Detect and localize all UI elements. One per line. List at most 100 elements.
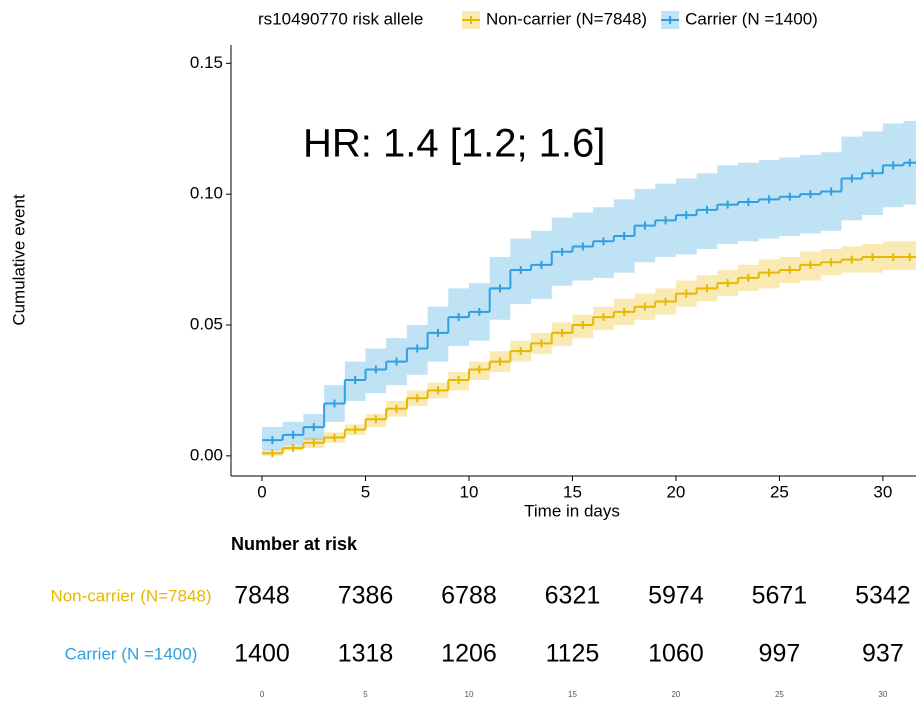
risk-time-label: 25 <box>775 690 784 699</box>
step-segment <box>324 433 345 442</box>
step-segment <box>282 430 304 439</box>
step-segment <box>862 252 883 261</box>
risk-row-label: Carrier (N =1400) <box>65 644 198 663</box>
step-segment <box>406 344 428 353</box>
step-segment <box>303 438 325 447</box>
x-tick-label: 10 <box>460 482 479 501</box>
step-segment <box>717 279 739 288</box>
step-segment <box>386 404 407 413</box>
step-segment <box>531 339 552 348</box>
risk-count: 1400 <box>234 640 290 668</box>
legend-label: Non-carrier (N=7848) <box>486 9 647 28</box>
risk-count: 1206 <box>441 640 497 668</box>
step-segment <box>531 260 552 269</box>
y-tick-label: 0.10 <box>190 184 223 203</box>
step-segment <box>613 232 635 241</box>
risk-count: 937 <box>862 640 904 668</box>
step-segment <box>800 190 821 199</box>
step-segment <box>634 302 656 311</box>
step-segment <box>779 266 801 275</box>
step-segment <box>634 221 656 230</box>
risk-time-label: 10 <box>465 690 474 699</box>
risk-time-label: 15 <box>568 690 577 699</box>
step-segment <box>903 252 916 261</box>
risk-table-title: Number at risk <box>231 534 358 554</box>
risk-count: 5974 <box>648 582 704 610</box>
x-tick-label: 0 <box>257 482 266 501</box>
step-segment <box>696 205 718 214</box>
step-segment <box>800 260 821 269</box>
step-segment <box>655 216 676 225</box>
risk-time-label: 30 <box>878 690 887 699</box>
step-segment <box>738 198 759 207</box>
step-segment <box>738 273 759 282</box>
step-segment <box>572 321 594 330</box>
risk-count: 5671 <box>752 582 808 610</box>
legend-label: Carrier (N =1400) <box>685 9 818 28</box>
step-segment <box>551 328 573 337</box>
risk-count: 1318 <box>338 640 394 668</box>
step-segment <box>779 192 801 201</box>
x-tick-label: 25 <box>770 482 789 501</box>
step-segment <box>593 313 614 322</box>
step-segment <box>655 297 676 306</box>
risk-count: 7386 <box>338 582 394 610</box>
risk-row-label: Non-carrier (N=7848) <box>50 586 211 605</box>
step-segment <box>841 255 863 264</box>
step-segment <box>717 200 739 209</box>
step-segment <box>365 415 387 424</box>
step-segment <box>820 258 842 267</box>
step-segment <box>468 307 490 316</box>
risk-time-label: 0 <box>260 690 265 699</box>
step-segment <box>344 425 366 434</box>
y-tick-label: 0.15 <box>190 53 223 72</box>
risk-count: 6788 <box>441 582 497 610</box>
step-segment <box>551 247 573 256</box>
y-axis-label: Cumulative event <box>9 194 28 326</box>
step-segment <box>427 328 449 337</box>
step-segment <box>406 394 428 403</box>
step-segment <box>468 365 490 374</box>
y-tick-label: 0.00 <box>190 445 223 464</box>
step-segment <box>675 289 697 298</box>
x-tick-label: 30 <box>873 482 892 501</box>
step-segment <box>448 313 469 322</box>
step-segment <box>572 242 594 251</box>
step-segment <box>324 399 345 408</box>
risk-count: 1125 <box>546 640 600 668</box>
step-segment <box>303 423 325 432</box>
step-segment <box>386 357 407 366</box>
x-axis-label: Time in days <box>524 501 620 520</box>
step-segment <box>675 211 697 220</box>
step-segment <box>448 375 469 384</box>
step-segment <box>903 158 916 167</box>
step-segment <box>841 174 863 183</box>
step-segment <box>593 237 614 246</box>
step-segment <box>696 284 718 293</box>
step-segment <box>262 449 283 458</box>
step-segment <box>344 375 366 384</box>
step-segment <box>862 169 883 178</box>
step-segment <box>489 284 511 293</box>
risk-count: 997 <box>759 640 801 668</box>
plot-area <box>262 120 916 458</box>
step-segment <box>882 252 904 261</box>
step-segment <box>820 187 842 196</box>
x-tick-label: 20 <box>666 482 685 501</box>
legend-title: rs10490770 risk allele <box>258 9 423 28</box>
x-tick-label: 5 <box>361 482 370 501</box>
step-segment <box>758 195 780 204</box>
risk-count: 1060 <box>648 640 704 668</box>
x-tick-label: 15 <box>563 482 582 501</box>
risk-count: 7848 <box>234 582 290 610</box>
y-tick-label: 0.05 <box>190 314 223 333</box>
step-segment <box>365 365 387 374</box>
step-segment <box>427 386 449 395</box>
annotation: HR: 1.4 [1.2; 1.6] <box>303 122 605 166</box>
step-segment <box>262 436 283 445</box>
risk-count: 5342 <box>855 582 911 610</box>
risk-time-label: 5 <box>363 690 368 699</box>
risk-time-label: 20 <box>671 690 680 699</box>
step-segment <box>282 443 304 452</box>
